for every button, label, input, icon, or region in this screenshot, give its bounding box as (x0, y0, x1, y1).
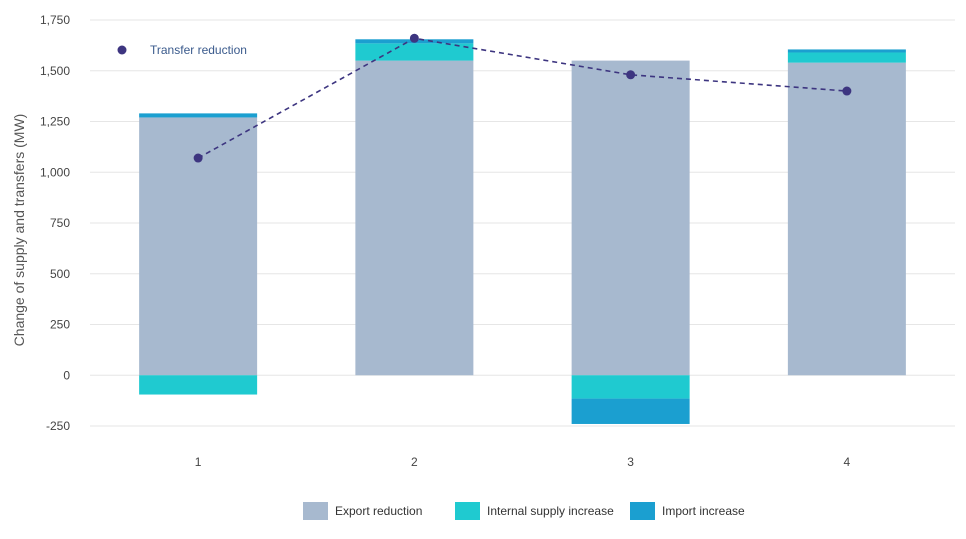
y-tick-label: 1,000 (40, 165, 70, 179)
legend-label-import-increase: Import increase (662, 504, 745, 518)
bar-internal-supply-increase (355, 43, 474, 61)
y-tick-label: 1,750 (40, 13, 70, 27)
line-legend-marker (117, 45, 127, 55)
bar-export-reduction (787, 62, 906, 376)
bars (139, 39, 906, 424)
line-point (193, 153, 203, 163)
bar-import-increase (787, 49, 906, 53)
bar-internal-supply-increase (139, 375, 258, 395)
line-legend: Transfer reduction (117, 43, 247, 57)
y-tick-label: 0 (63, 368, 70, 382)
x-tick-label: 1 (195, 455, 202, 469)
bar-export-reduction (571, 60, 690, 376)
x-tick-label: 2 (411, 455, 418, 469)
y-tick-label: -250 (46, 419, 70, 433)
y-tick-label: 1,250 (40, 115, 70, 129)
bar-legend: Export reduction Internal supply increase… (303, 502, 745, 520)
x-tick-label: 4 (844, 455, 851, 469)
y-tick-label: 250 (50, 318, 70, 332)
y-axis-ticks: -250 0 250 500 750 1,000 1,250 1,500 1,750 (40, 13, 70, 433)
y-tick-label: 750 (50, 216, 70, 230)
bar-internal-supply-increase (787, 52, 906, 63)
y-axis-title: Change of supply and transfers (MW) (11, 114, 27, 347)
legend-label-internal-supply-increase: Internal supply increase (487, 504, 614, 518)
bar-import-increase (571, 398, 690, 424)
transfer-reduction-line (193, 33, 852, 163)
legend-label-export-reduction: Export reduction (335, 504, 422, 518)
legend-swatch-export-reduction (303, 502, 328, 520)
line-point (409, 33, 419, 43)
y-tick-label: 500 (50, 267, 70, 281)
bar-internal-supply-increase (571, 375, 690, 399)
legend-swatch-import-increase (630, 502, 655, 520)
x-axis-ticks: 1 2 3 4 (195, 455, 851, 469)
bar-import-increase (139, 113, 258, 118)
line-path (197, 37, 847, 159)
line-point (842, 86, 852, 96)
line-legend-label: Transfer reduction (150, 43, 247, 57)
x-tick-label: 3 (627, 455, 634, 469)
line-point (626, 70, 636, 80)
y-tick-label: 1,500 (40, 64, 70, 78)
legend-swatch-internal-supply-increase (455, 502, 480, 520)
bar-export-reduction (355, 60, 474, 376)
